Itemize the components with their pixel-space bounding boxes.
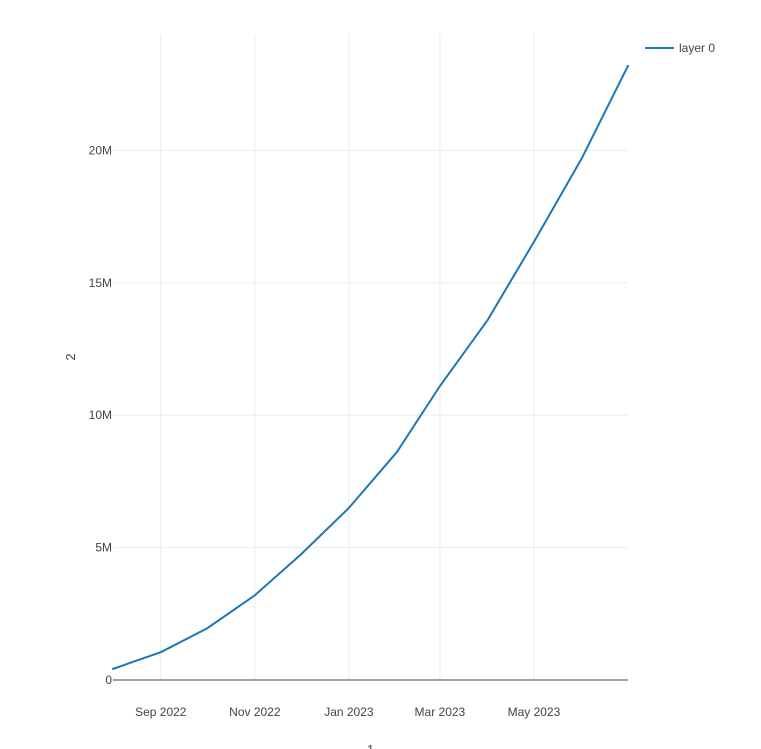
x-tick-label-1: Nov 2022 <box>229 705 281 719</box>
series-line-0 <box>112 64 629 670</box>
y-tick-label-4: 20M <box>89 143 112 157</box>
x-axis-ticks: Sep 2022 Nov 2022 Jan 2023 Mar 2023 May 2023 <box>135 705 561 719</box>
y-tick-label-3: 15M <box>89 276 112 290</box>
x-tick-label-4: May 2023 <box>508 705 561 719</box>
x-axis-title: 1 <box>367 742 374 749</box>
x-tick-label-0: Sep 2022 <box>135 705 187 719</box>
grid-lines <box>113 34 628 680</box>
legend-label-layer-0: layer 0 <box>679 41 715 55</box>
y-tick-label-1: 5M <box>95 541 112 555</box>
x-tick-label-3: Mar 2023 <box>415 705 466 719</box>
y-axis-ticks: 0 5M 10M 15M 20M <box>89 143 113 687</box>
x-tick-label-2: Jan 2023 <box>324 705 374 719</box>
y-axis-title: 2 <box>63 353 78 360</box>
legend[interactable]: layer 0 <box>645 41 715 55</box>
series-lines <box>112 64 629 670</box>
y-tick-label-2: 10M <box>89 408 112 422</box>
y-tick-label-0: 0 <box>105 673 112 687</box>
